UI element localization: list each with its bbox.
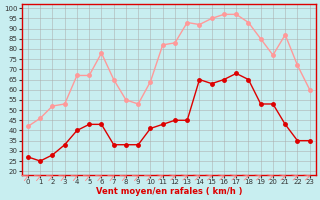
X-axis label: Vent moyen/en rafales ( km/h ): Vent moyen/en rafales ( km/h ) (96, 187, 242, 196)
